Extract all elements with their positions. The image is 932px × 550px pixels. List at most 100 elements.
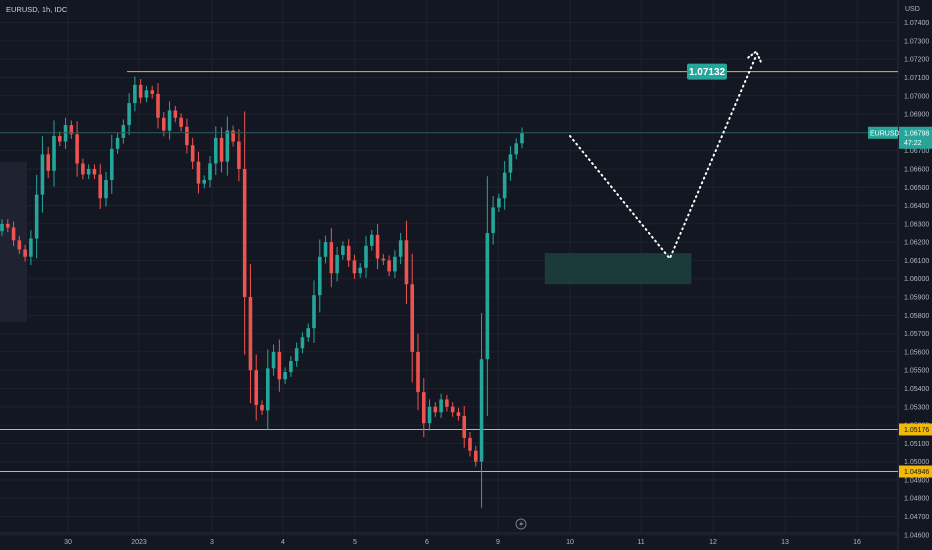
candle-body <box>92 168 97 175</box>
candle-body <box>5 223 10 228</box>
level-price-tag <box>899 423 932 436</box>
time-axis[interactable]: 30 2023 3 4 5 6 9 10 11 12 13 16 <box>64 539 861 546</box>
candle-body <box>265 368 270 411</box>
candle-body <box>508 154 513 173</box>
candle-body <box>421 392 426 424</box>
time-tick-label: 10 <box>566 539 574 546</box>
lightning-icon[interactable] <box>515 518 527 530</box>
candle-body <box>231 130 235 142</box>
time-tick-label: 6 <box>425 539 429 546</box>
price-tick-label: 1.04600 <box>904 532 929 539</box>
candle-body <box>479 359 484 462</box>
price-tick-label: 1.05400 <box>904 386 929 393</box>
candle-body <box>11 227 16 241</box>
candle-body <box>144 90 149 98</box>
candle-body <box>485 233 490 360</box>
price-tick-label: 1.07400 <box>904 20 929 27</box>
symbol-tag-label: EURUSD <box>870 130 900 137</box>
candle-body <box>138 84 143 98</box>
time-tick-label: 11 <box>637 539 644 546</box>
time-tick-label: 2023 <box>131 539 147 546</box>
candle-body <box>364 245 368 268</box>
level-price-tag <box>899 465 932 478</box>
level-price-tag-label: 1.05176 <box>904 427 929 434</box>
time-tick-label: 30 <box>64 539 72 546</box>
candle-body <box>410 284 415 352</box>
price-tick-label: 1.04800 <box>904 496 929 503</box>
candle-body <box>34 194 39 239</box>
candle-body <box>294 348 299 362</box>
price-tick-label: 1.06100 <box>904 258 929 265</box>
candle-body <box>202 179 207 184</box>
candle-body <box>179 117 183 127</box>
candle-body <box>341 245 345 255</box>
candle-body <box>398 240 403 257</box>
horizontal-lines <box>0 71 898 473</box>
candle-body <box>69 125 74 135</box>
price-tick-label: 1.07100 <box>904 75 929 82</box>
candle-body <box>40 154 45 195</box>
price-tick-label: 1.05500 <box>904 368 929 375</box>
time-tick-label: 16 <box>853 539 861 546</box>
current-price-tag <box>899 126 932 149</box>
projection-arrowhead <box>747 50 763 64</box>
target-zone[interactable] <box>544 253 692 285</box>
price-tick-label: 1.05700 <box>904 331 929 338</box>
price-tick-label: 1.04900 <box>904 477 929 484</box>
candle-body <box>289 361 293 373</box>
candle-body <box>462 415 467 438</box>
price-tick-label: 1.06200 <box>904 240 929 247</box>
price-tick-label: 1.06500 <box>904 185 929 192</box>
price-tick-label: 1.05900 <box>904 295 929 302</box>
candle-body <box>497 198 501 208</box>
candle-body <box>150 90 155 94</box>
price-axis[interactable]: 1.07400 1.07300 1.07200 1.07100 1.07000 1.069… <box>904 20 929 539</box>
candle-body <box>109 148 114 180</box>
candle-body <box>46 154 51 171</box>
price-tick-label: 1.07200 <box>904 57 929 64</box>
price-tick-label: 1.05800 <box>904 313 929 320</box>
candle-body <box>300 337 305 349</box>
candle-body <box>63 125 68 142</box>
candle-body <box>237 141 241 169</box>
candle-body <box>127 103 131 126</box>
target-price-badge[interactable]: 1.07132 <box>687 63 727 80</box>
candle-body <box>381 258 386 261</box>
candle-body <box>208 163 212 180</box>
candle-body <box>335 254 339 274</box>
price-tick-label: 1.05100 <box>904 441 929 448</box>
candle-body <box>323 242 328 257</box>
candle-body <box>98 174 103 199</box>
countdown-label: 47:22 <box>904 140 922 147</box>
price-tick-label: 1.06900 <box>904 112 929 119</box>
price-tick-label: 1.06700 <box>904 148 929 155</box>
candle-body <box>352 260 357 274</box>
candle-body <box>248 297 253 371</box>
symbol-tag <box>868 126 898 139</box>
time-tick-label: 3 <box>210 539 214 546</box>
candle-body <box>260 404 264 411</box>
candle-body <box>427 406 432 424</box>
currency-label: USD <box>905 6 920 13</box>
candle-body <box>375 234 380 259</box>
candle-body <box>86 168 91 175</box>
candle-body <box>185 126 189 146</box>
chart-title: EURUSD, 1h, IDC <box>6 5 68 14</box>
level-price-tag-label: 1.04946 <box>904 469 929 476</box>
candle-body <box>75 134 79 164</box>
candle-body <box>115 137 120 149</box>
price-tick-label: 1.05000 <box>904 459 929 466</box>
candle-body <box>161 117 166 131</box>
candle-body <box>456 412 461 416</box>
candle-body <box>445 399 449 407</box>
projection-path[interactable] <box>569 54 758 261</box>
candle-body <box>81 163 85 175</box>
candle-body <box>156 93 160 118</box>
price-tick-label: 1.07300 <box>904 38 929 45</box>
candle-body <box>416 351 420 393</box>
time-tick-label: 4 <box>281 539 285 546</box>
candle-body <box>121 125 126 138</box>
price-tick-label: 1.06300 <box>904 221 929 228</box>
